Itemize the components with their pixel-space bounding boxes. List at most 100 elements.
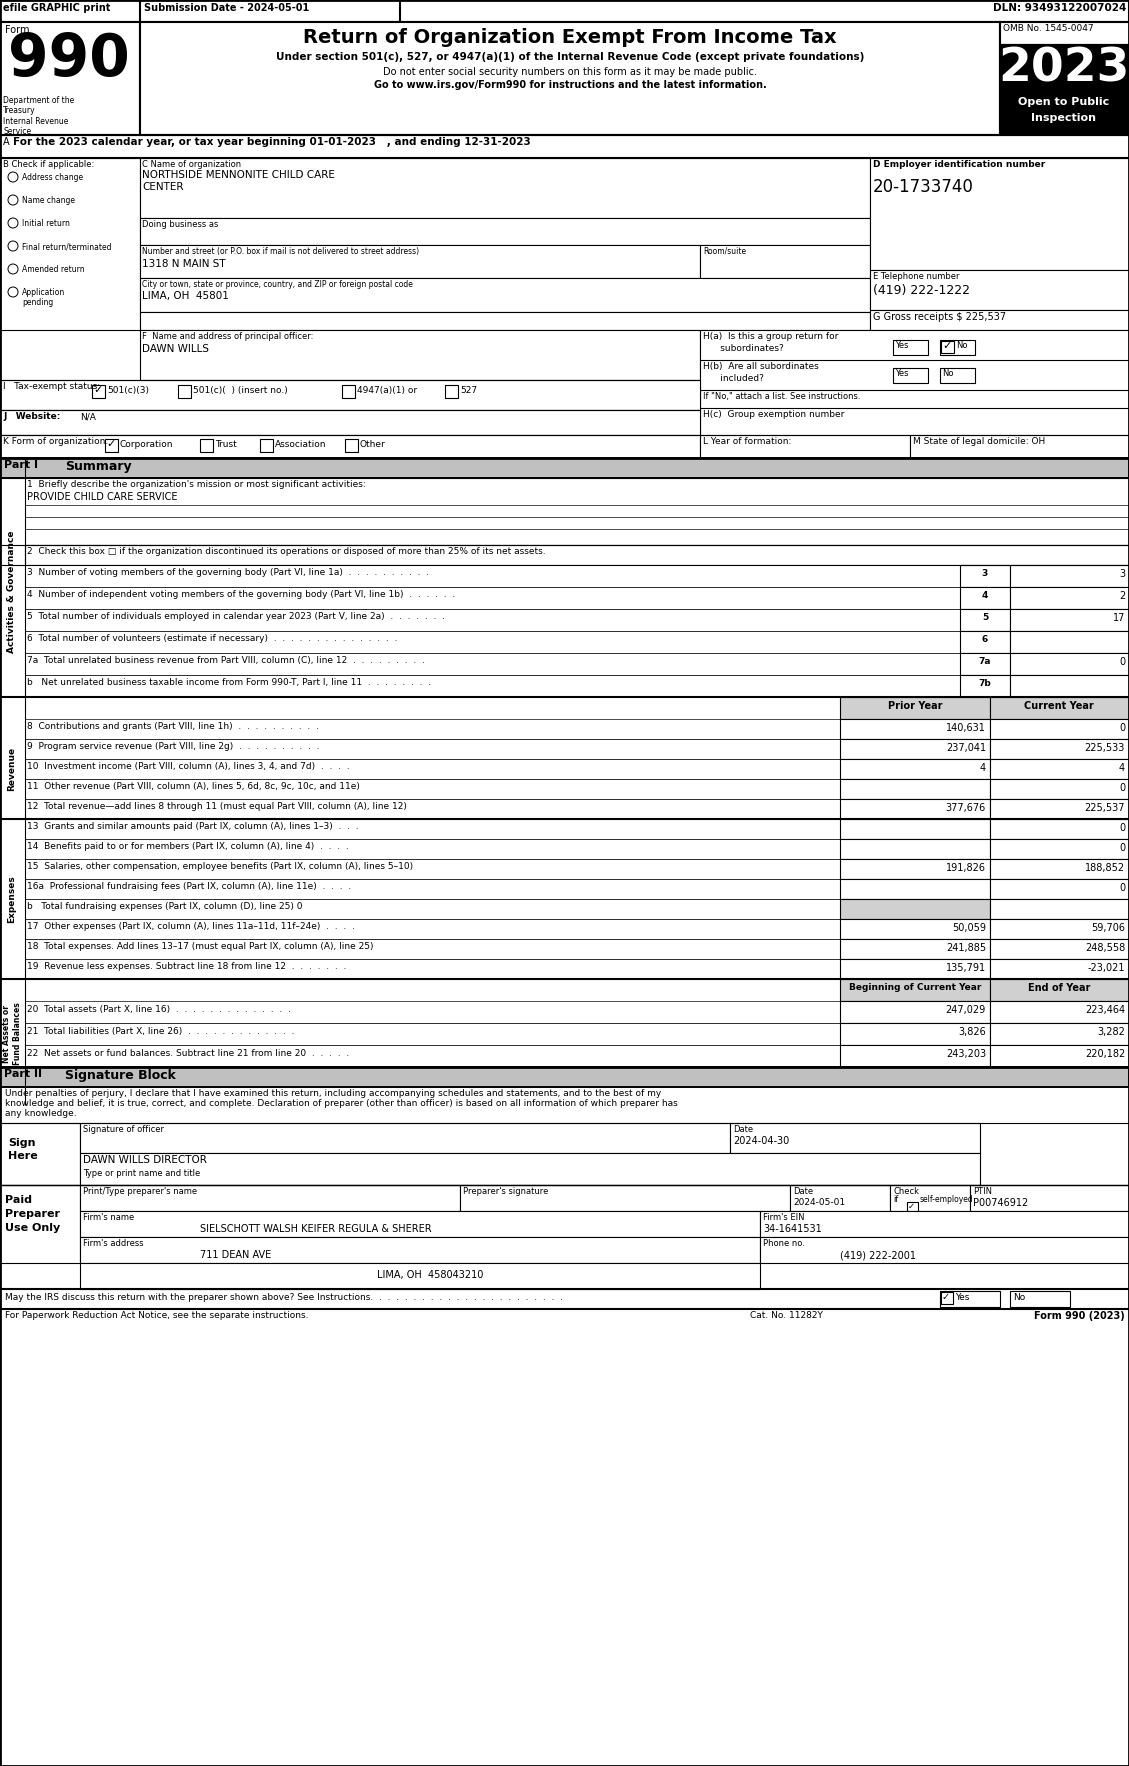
- Text: 15  Salaries, other compensation, employee benefits (Part IX, column (A), lines : 15 Salaries, other compensation, employe…: [27, 862, 413, 871]
- Text: Form: Form: [5, 25, 29, 35]
- Bar: [990, 839, 1129, 858]
- Text: If "No," attach a list. See instructions.: If "No," attach a list. See instructions…: [703, 392, 860, 401]
- Text: Open to Public: Open to Public: [1018, 97, 1110, 108]
- Bar: [840, 1001, 990, 1023]
- Text: 4: 4: [980, 763, 986, 774]
- Text: PTIN: PTIN: [973, 1187, 992, 1196]
- Text: efile GRAPHIC print: efile GRAPHIC print: [3, 4, 111, 12]
- Text: NORTHSIDE MENNONITE CHILD CARE: NORTHSIDE MENNONITE CHILD CARE: [142, 170, 335, 180]
- Text: Use Only: Use Only: [5, 1224, 60, 1233]
- Text: 4947(a)(1) or: 4947(a)(1) or: [357, 387, 417, 396]
- Text: Doing business as: Doing business as: [142, 221, 218, 230]
- Text: DAWN WILLS: DAWN WILLS: [142, 344, 209, 353]
- Bar: [25, 565, 960, 586]
- Text: Yes: Yes: [895, 369, 909, 378]
- Bar: [25, 609, 960, 630]
- Text: H(c)  Group exemption number: H(c) Group exemption number: [703, 410, 844, 419]
- Text: Type or print name and title: Type or print name and title: [84, 1169, 200, 1178]
- Bar: [840, 759, 990, 779]
- Bar: [80, 1236, 760, 1263]
- Bar: [1000, 21, 1129, 134]
- Text: self-employed: self-employed: [920, 1196, 973, 1204]
- Text: 0: 0: [1119, 883, 1124, 894]
- Text: if: if: [893, 1196, 899, 1204]
- Text: 3,282: 3,282: [1097, 1028, 1124, 1037]
- Bar: [870, 157, 1129, 270]
- Bar: [760, 1211, 1129, 1236]
- Bar: [25, 1045, 840, 1067]
- Bar: [990, 698, 1129, 719]
- Text: subordinates?: subordinates?: [703, 344, 784, 353]
- Bar: [200, 440, 213, 452]
- Bar: [907, 1203, 918, 1211]
- Bar: [990, 879, 1129, 899]
- Text: Current Year: Current Year: [1024, 701, 1094, 712]
- Bar: [25, 940, 840, 959]
- Text: 135,791: 135,791: [946, 962, 986, 973]
- Bar: [25, 630, 960, 653]
- Bar: [960, 609, 1010, 630]
- Text: 501(c)(3): 501(c)(3): [107, 387, 149, 396]
- Text: ✓: ✓: [93, 385, 103, 396]
- Bar: [990, 918, 1129, 940]
- Text: K Form of organization:: K Form of organization:: [3, 436, 108, 447]
- Text: knowledge and belief, it is true, correct, and complete. Declaration of preparer: knowledge and belief, it is true, correc…: [5, 1098, 677, 1107]
- Text: Final return/terminated: Final return/terminated: [21, 242, 112, 251]
- Text: Return of Organization Exempt From Income Tax: Return of Organization Exempt From Incom…: [304, 28, 837, 48]
- Text: 2: 2: [1119, 592, 1124, 600]
- Text: No: No: [942, 369, 954, 378]
- Text: 50,059: 50,059: [952, 924, 986, 932]
- Text: Preparer's signature: Preparer's signature: [463, 1187, 549, 1196]
- Text: b   Total fundraising expenses (Part IX, column (D), line 25) 0: b Total fundraising expenses (Part IX, c…: [27, 902, 303, 911]
- Bar: [25, 819, 840, 839]
- Bar: [940, 367, 975, 383]
- Text: -23,021: -23,021: [1087, 962, 1124, 973]
- Bar: [0, 1067, 1129, 1088]
- Bar: [760, 1236, 1129, 1263]
- Bar: [960, 653, 1010, 675]
- Text: J   Website:: J Website:: [3, 411, 60, 420]
- Text: For Paperwork Reduction Act Notice, see the separate instructions.: For Paperwork Reduction Act Notice, see …: [5, 1310, 308, 1319]
- Text: Inspection: Inspection: [1032, 113, 1096, 124]
- Bar: [840, 978, 990, 1001]
- Bar: [990, 899, 1129, 918]
- Text: Trust: Trust: [215, 440, 237, 449]
- Text: 2024-05-01: 2024-05-01: [793, 1197, 846, 1206]
- Bar: [0, 21, 140, 134]
- Text: 527: 527: [460, 387, 478, 396]
- Circle shape: [8, 288, 18, 297]
- Circle shape: [8, 263, 18, 274]
- Bar: [1010, 1291, 1070, 1307]
- Text: Part I: Part I: [5, 459, 38, 470]
- Bar: [0, 134, 1129, 157]
- Bar: [1010, 609, 1129, 630]
- Text: Amended return: Amended return: [21, 265, 85, 274]
- Bar: [840, 719, 990, 738]
- Text: 3,826: 3,826: [959, 1028, 986, 1037]
- Bar: [990, 759, 1129, 779]
- Text: 21  Total liabilities (Part X, line 26)  .  .  .  .  .  .  .  .  .  .  .  .  .: 21 Total liabilities (Part X, line 26) .…: [27, 1028, 295, 1037]
- Text: 9  Program service revenue (Part VIII, line 2g)  .  .  .  .  .  .  .  .  .  .: 9 Program service revenue (Part VIII, li…: [27, 742, 320, 751]
- Circle shape: [8, 217, 18, 228]
- Bar: [140, 277, 870, 313]
- Text: LIMA, OH  45801: LIMA, OH 45801: [142, 291, 229, 300]
- Text: 191,826: 191,826: [946, 864, 986, 872]
- Text: Department of the
Treasury
Internal Revenue
Service: Department of the Treasury Internal Reve…: [3, 95, 75, 136]
- Text: E Telephone number: E Telephone number: [873, 272, 960, 281]
- Text: 13  Grants and similar amounts paid (Part IX, column (A), lines 1–3)  .  .  .: 13 Grants and similar amounts paid (Part…: [27, 821, 359, 832]
- Text: CENTER: CENTER: [142, 182, 184, 192]
- Text: 990: 990: [8, 32, 130, 88]
- Text: Room/suite: Room/suite: [703, 247, 746, 256]
- Bar: [80, 1185, 460, 1211]
- Text: 19  Revenue less expenses. Subtract line 18 from line 12  .  .  .  .  .  .  .: 19 Revenue less expenses. Subtract line …: [27, 962, 347, 971]
- Text: 6: 6: [982, 636, 988, 645]
- Bar: [730, 1123, 980, 1153]
- Text: Print/Type preparer's name: Print/Type preparer's name: [84, 1187, 198, 1196]
- Bar: [342, 385, 355, 397]
- Bar: [700, 330, 1129, 452]
- Bar: [990, 940, 1129, 959]
- Text: Firm's name: Firm's name: [84, 1213, 134, 1222]
- Text: 247,029: 247,029: [946, 1005, 986, 1015]
- Bar: [1000, 94, 1129, 134]
- Text: For the 2023 calendar year, or tax year beginning 01-01-2023   , and ending 12-3: For the 2023 calendar year, or tax year …: [14, 138, 531, 147]
